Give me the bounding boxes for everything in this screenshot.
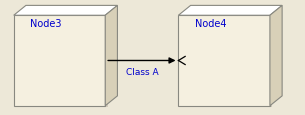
Polygon shape	[16, 17, 108, 107]
Polygon shape	[14, 6, 117, 16]
Text: Node4: Node4	[195, 18, 226, 28]
Polygon shape	[181, 17, 272, 107]
Polygon shape	[178, 6, 282, 16]
Polygon shape	[270, 6, 282, 106]
Polygon shape	[178, 16, 270, 106]
Polygon shape	[14, 16, 105, 106]
Text: Class A: Class A	[126, 68, 158, 77]
Polygon shape	[105, 6, 117, 106]
Text: Node3: Node3	[30, 18, 62, 28]
